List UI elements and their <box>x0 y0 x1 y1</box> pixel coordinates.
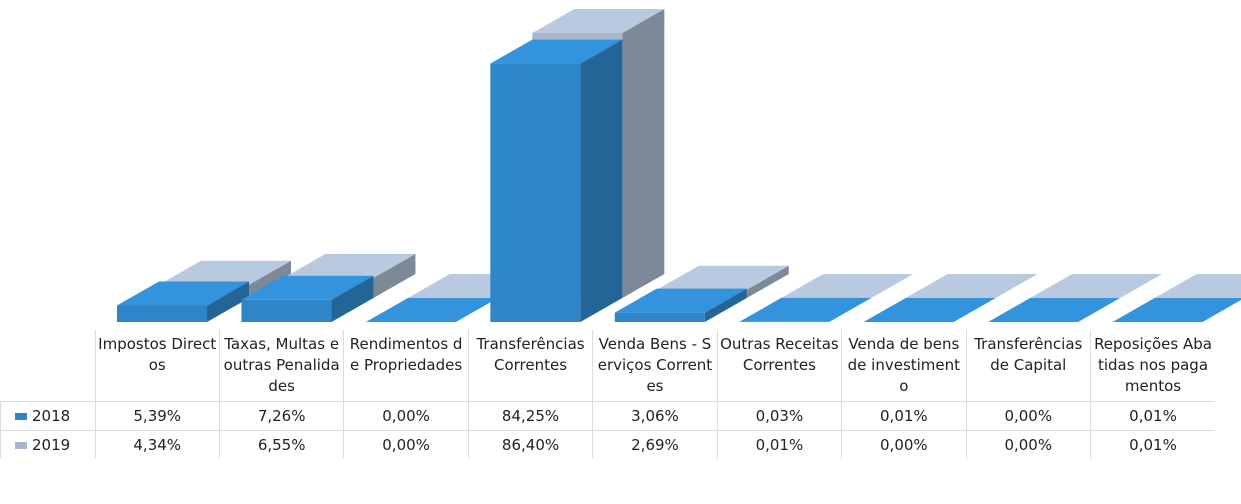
category-label: Taxas, Multas e outras Penalidades <box>218 330 344 402</box>
value-label: 3,06% <box>592 401 718 431</box>
data-table: Impostos Directos Taxas, Multas e outras … <box>0 330 1215 459</box>
value-label: 0,00% <box>841 430 967 459</box>
category-label: Venda Bens - Serviços Correntes <box>592 330 718 402</box>
bar-front <box>241 299 332 322</box>
bar-front <box>490 63 581 322</box>
bar <box>781 273 914 298</box>
bar-side <box>871 273 914 298</box>
bar-top <box>614 288 747 313</box>
bar <box>863 297 996 322</box>
bar-side <box>373 253 416 298</box>
bar-top <box>532 9 665 33</box>
table-row: 2019 4,34% 6,55% 0,00% 86,40% 2,69% 0,01% 0,00%… <box>0 430 1215 459</box>
bar <box>490 39 623 322</box>
bar <box>365 298 498 322</box>
legend-label: 2018 <box>32 407 71 425</box>
bar-front <box>614 312 705 322</box>
bar-top <box>283 253 416 278</box>
value-label: 0,00% <box>965 401 1091 431</box>
value-label: 4,34% <box>94 430 220 459</box>
bar <box>1112 297 1241 322</box>
bar-side <box>829 297 872 322</box>
bar-side <box>249 260 291 298</box>
value-label: 7,26% <box>218 401 344 431</box>
bar-top <box>1112 297 1241 322</box>
bar <box>739 297 872 322</box>
legend-swatch <box>15 413 27 420</box>
bar-top <box>117 281 249 306</box>
bar-top <box>365 298 498 322</box>
bar-top <box>490 39 623 64</box>
category-label: Reposições Abatidas nos pagamentos <box>1090 330 1215 402</box>
bar-top <box>241 275 374 300</box>
category-label: Rendimentos de Propriedades <box>343 330 469 402</box>
bar-side <box>580 39 623 322</box>
bar-top <box>905 274 1038 298</box>
bar-top <box>863 297 996 322</box>
category-label: Transferências de Capital <box>965 330 1091 402</box>
value-label: 5,39% <box>94 401 220 431</box>
value-label: 0,03% <box>716 401 842 431</box>
legend-entry: 2019 <box>0 430 95 459</box>
bar-side <box>953 297 996 322</box>
category-label: Transferências Correntes <box>467 330 593 402</box>
value-label: 6,55% <box>218 430 344 459</box>
bar-side <box>746 265 789 298</box>
bar-top <box>1030 274 1163 298</box>
value-label: 0,01% <box>1090 430 1215 459</box>
bar-top <box>656 265 789 290</box>
value-label: 0,00% <box>965 430 1091 459</box>
value-label: 0,01% <box>716 430 842 459</box>
bar <box>988 298 1121 322</box>
bar-top <box>1154 273 1241 298</box>
value-label: 0,01% <box>841 401 967 431</box>
bar-top <box>159 260 291 285</box>
bar-top <box>739 297 872 322</box>
value-label: 2,69% <box>592 430 718 459</box>
bar-top <box>988 298 1121 322</box>
bar-side <box>1202 300 1241 322</box>
legend-label: 2019 <box>32 436 71 454</box>
category-label: Venda de bens de investimento <box>841 330 967 402</box>
bar <box>614 288 747 322</box>
bar-side <box>331 275 374 322</box>
bar <box>241 275 374 322</box>
bar <box>905 274 1038 298</box>
bar-side <box>207 281 249 322</box>
value-label: 84,25% <box>467 401 593 431</box>
bar-side <box>622 9 665 298</box>
category-label: Outras Receitas Correntes <box>716 330 842 402</box>
plot <box>117 9 1241 322</box>
value-label: 0,00% <box>343 401 469 431</box>
legend-entry: 2018 <box>0 401 95 431</box>
bar-front <box>117 305 207 322</box>
table-row: 2018 5,39% 7,26% 0,00% 84,25% 3,06% 0,03% 0,01%… <box>0 401 1215 431</box>
bar-top <box>781 273 914 298</box>
category-label: Impostos Directos <box>94 330 220 402</box>
bar <box>117 281 249 322</box>
value-label: 0,01% <box>1090 401 1215 431</box>
bar <box>1154 273 1241 298</box>
legend-swatch <box>15 442 27 449</box>
bar <box>1030 274 1163 298</box>
bar-side <box>704 288 747 322</box>
value-label: 0,00% <box>343 430 469 459</box>
corner <box>1 330 96 402</box>
value-label: 86,40% <box>467 430 593 459</box>
